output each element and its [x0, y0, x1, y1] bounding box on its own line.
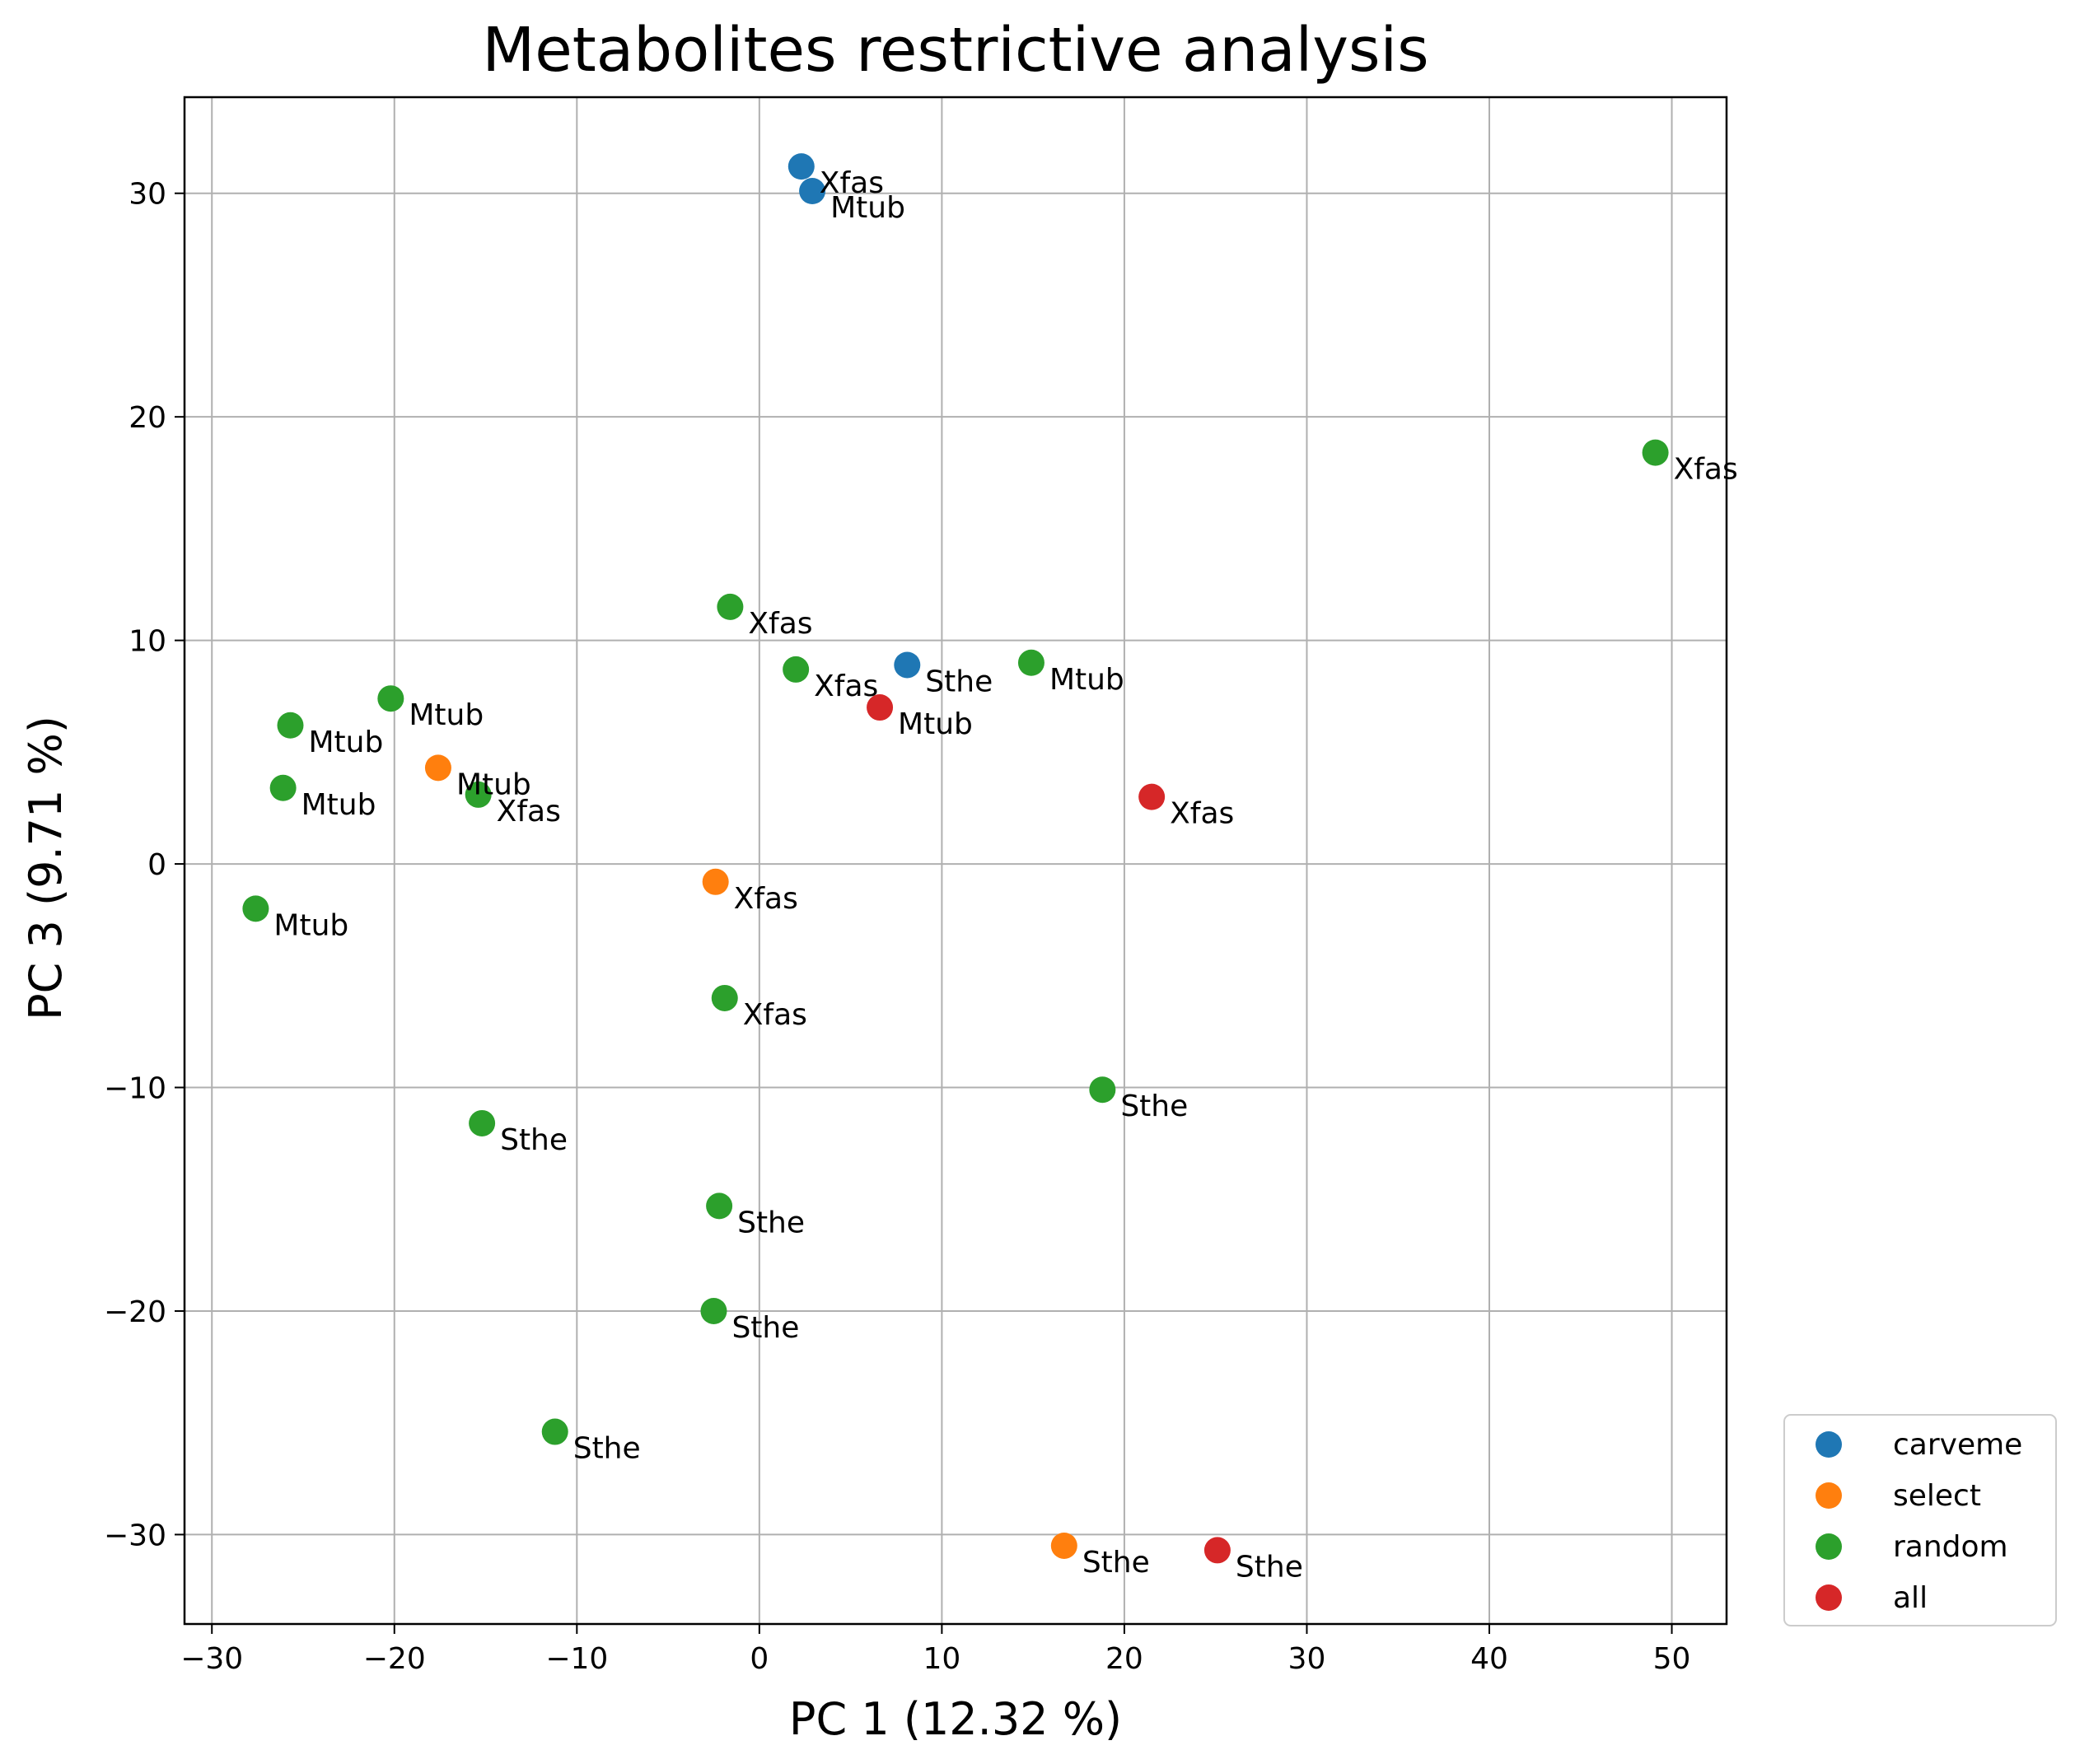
- plot-area-frame: [183, 96, 1728, 1626]
- y-tick-label: −20: [104, 1295, 166, 1329]
- point-label: Sthe: [500, 1123, 568, 1157]
- data-point-random: [717, 593, 744, 620]
- y-tick-label: 10: [129, 625, 166, 659]
- data-point-carveme: [799, 178, 826, 205]
- point-label: Xfas: [497, 795, 561, 828]
- x-tick-label: 40: [1470, 1642, 1508, 1676]
- y-axis-label: PC 3 (9.71 %): [20, 716, 72, 1020]
- point-label: Xfas: [1674, 453, 1738, 487]
- chart-title: Metabolites restrictive analysis: [482, 15, 1428, 86]
- data-point-select: [424, 754, 451, 782]
- axis-ticks: −30 −20 −10 0 10 20 30 40 50 −30 −20 −10 0 10 20 30: [104, 178, 1690, 1676]
- data-point-select: [1050, 1532, 1077, 1559]
- data-point-random: [541, 1418, 568, 1445]
- data-point-random: [706, 1192, 733, 1220]
- point-label: Sthe: [1082, 1546, 1150, 1580]
- x-axis-label: PC 1 (12.32 %): [789, 1693, 1122, 1745]
- data-point-random: [1089, 1076, 1116, 1104]
- legend-marker-all: [1816, 1584, 1842, 1611]
- y-tick-label: −10: [104, 1072, 166, 1106]
- x-tick-label: 10: [923, 1642, 960, 1676]
- x-tick-label: 0: [750, 1642, 769, 1676]
- data-points: [242, 153, 1669, 1564]
- grid-lines: [185, 97, 1727, 1624]
- point-label: Mtub: [456, 768, 531, 801]
- data-point-random: [377, 685, 404, 712]
- legend-label: select: [1893, 1479, 1981, 1513]
- x-tick-label: 30: [1288, 1642, 1326, 1676]
- point-label: Xfas: [734, 882, 798, 916]
- point-label: Mtub: [301, 788, 376, 822]
- x-tick-label: −20: [363, 1642, 426, 1676]
- x-tick-label: −30: [180, 1642, 243, 1676]
- point-label: Sthe: [1236, 1550, 1303, 1584]
- point-label: Sthe: [737, 1206, 805, 1239]
- y-tick-label: 0: [147, 848, 166, 882]
- point-label: Xfas: [743, 998, 807, 1032]
- data-point-random: [1017, 649, 1045, 676]
- point-label: Sthe: [731, 1311, 799, 1345]
- y-tick-label: 20: [129, 401, 166, 435]
- data-point-all: [1138, 783, 1166, 810]
- data-point-carveme: [894, 651, 921, 679]
- data-point-random: [711, 984, 738, 1011]
- x-tick-label: 20: [1105, 1642, 1143, 1676]
- data-point-random: [242, 895, 269, 922]
- legend: carveme select random all: [1783, 1414, 2057, 1626]
- point-label: Xfas: [1170, 797, 1234, 831]
- point-label: Xfas: [820, 166, 884, 200]
- point-label: Mtub: [409, 698, 484, 732]
- data-point-random: [465, 781, 492, 808]
- point-label: Sthe: [925, 665, 993, 698]
- data-point-random: [1642, 439, 1669, 466]
- point-label: Mtub: [273, 908, 348, 942]
- legend-marker-random: [1816, 1533, 1842, 1560]
- data-point-all: [867, 694, 894, 721]
- legend-label: all: [1893, 1581, 1928, 1615]
- data-point-random: [700, 1297, 727, 1324]
- legend-label: carveme: [1893, 1428, 2022, 1462]
- point-label: Mtub: [308, 726, 383, 759]
- point-label: Mtub: [898, 707, 973, 741]
- y-tick-label: −30: [104, 1519, 166, 1552]
- data-point-random: [469, 1109, 496, 1136]
- legend-label: random: [1893, 1530, 2008, 1564]
- point-label: Xfas: [814, 670, 878, 703]
- point-label: Sthe: [573, 1432, 641, 1466]
- data-point-random: [269, 774, 297, 801]
- data-point-all: [1203, 1537, 1231, 1564]
- data-point-random: [783, 656, 810, 683]
- data-point-carveme: [787, 153, 815, 180]
- x-tick-label: 50: [1653, 1642, 1691, 1676]
- point-label: Mtub: [1049, 663, 1124, 697]
- point-label: Mtub: [830, 191, 905, 225]
- point-label: Sthe: [1120, 1090, 1188, 1123]
- data-point-random: [277, 712, 304, 739]
- legend-marker-carveme: [1816, 1431, 1842, 1458]
- legend-marker-select: [1816, 1482, 1842, 1509]
- point-label: Xfas: [748, 607, 812, 641]
- y-tick-label: 30: [129, 178, 166, 212]
- legend-box: [1783, 1414, 2057, 1626]
- data-point-select: [702, 868, 729, 895]
- x-tick-label: −10: [545, 1642, 608, 1676]
